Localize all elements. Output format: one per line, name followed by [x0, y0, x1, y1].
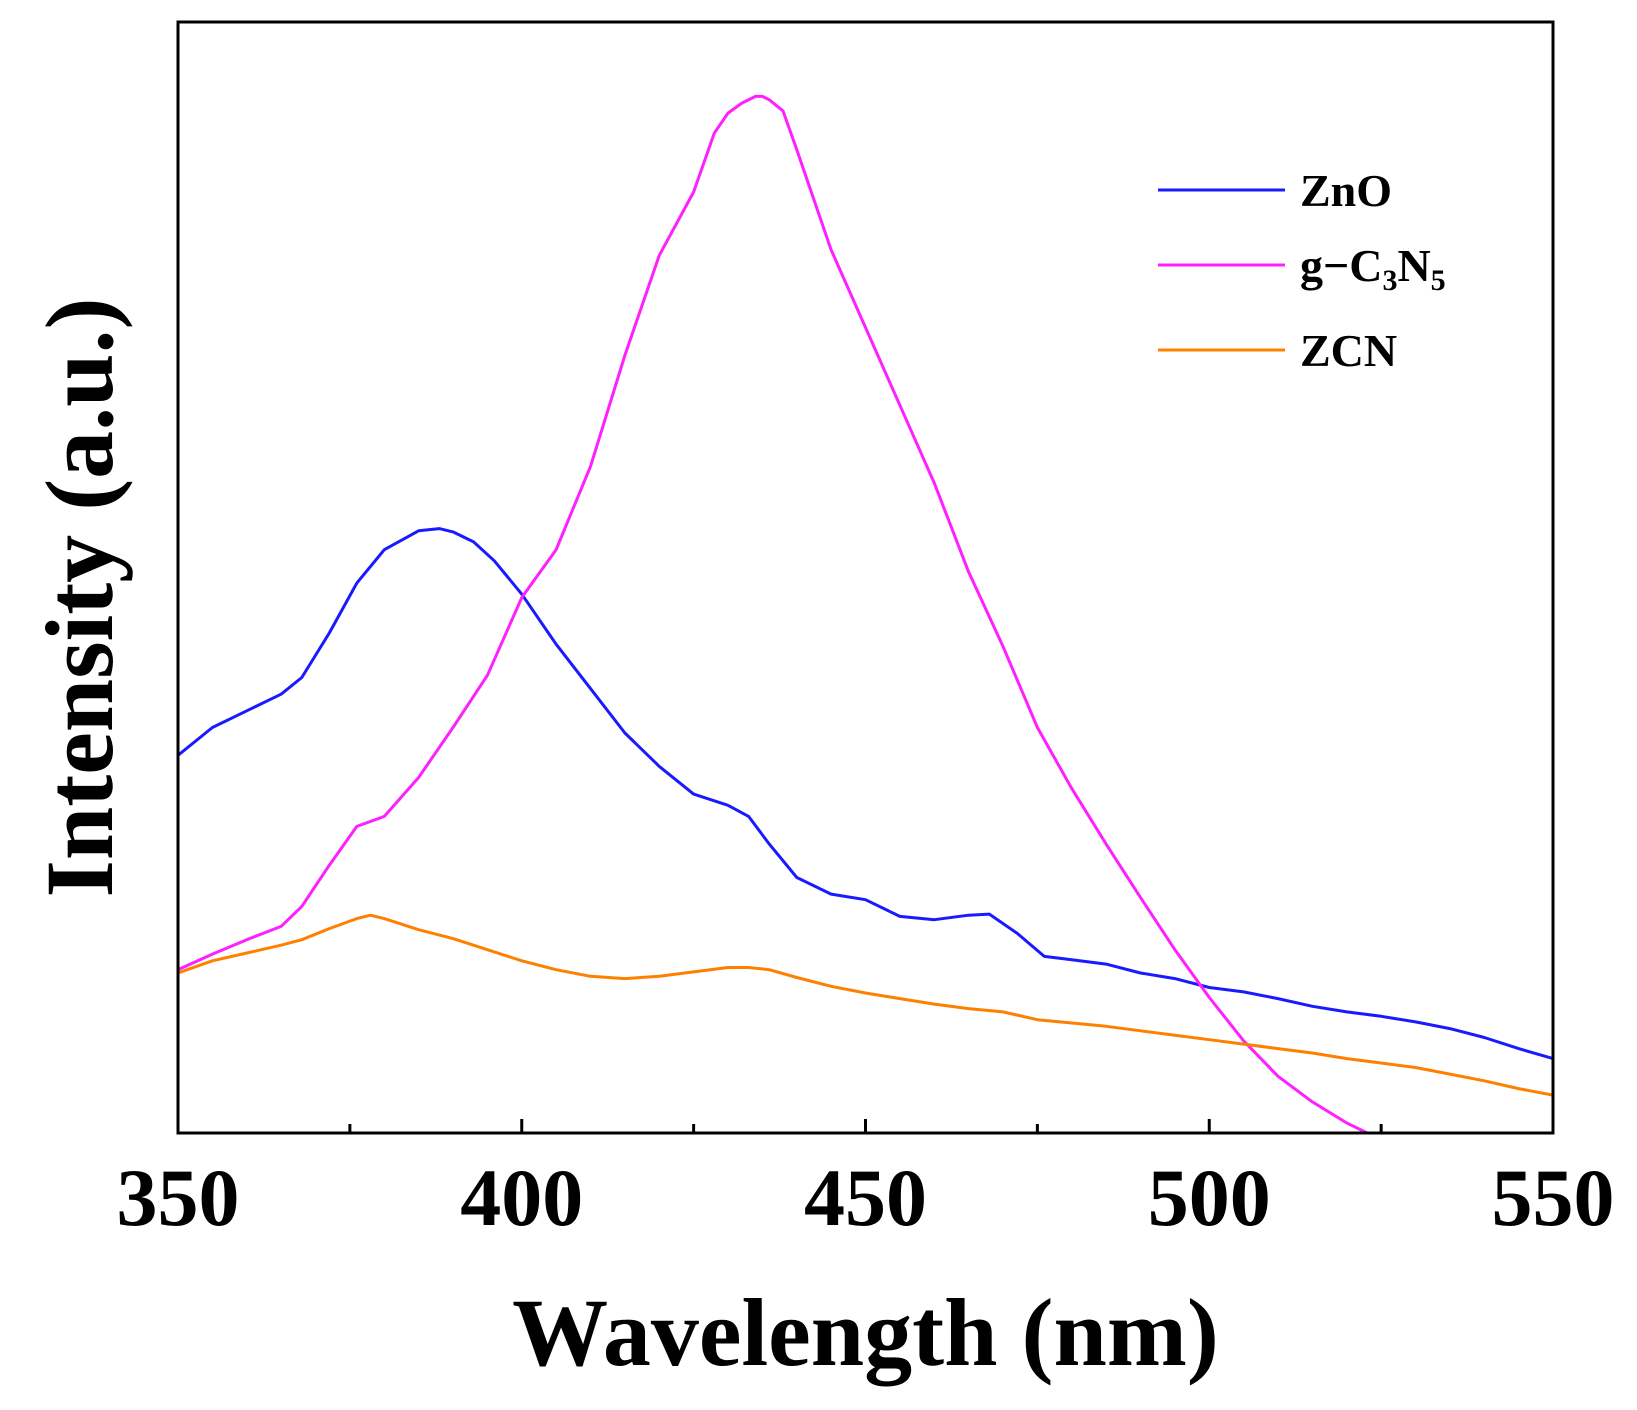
x-tick-label-400: 400 [460, 1152, 583, 1243]
x-axis-tick-labels: 350 400 450 500 550 [117, 1152, 1615, 1243]
series-line-zcn [178, 913, 1553, 1097]
legend-label-g-c3n5: g−C3N5 [1300, 240, 1446, 297]
legend: ZnO g−C3N5 ZCN [1158, 165, 1446, 376]
legend-label-zcn: ZCN [1300, 325, 1397, 376]
x-tick-label-450: 450 [804, 1152, 927, 1243]
y-axis-title: Intensity (a.u.) [26, 297, 133, 897]
series-layer [178, 94, 1553, 1133]
x-axis-title: Wavelength (nm) [512, 1279, 1219, 1386]
x-tick-label-350: 350 [117, 1152, 240, 1243]
x-tick-label-500: 500 [1148, 1152, 1271, 1243]
legend-label-zno: ZnO [1300, 165, 1392, 216]
series-line-zno [178, 527, 1553, 1061]
series-line-g-c3n5 [178, 94, 1371, 1133]
x-axis-ticks [176, 1119, 1555, 1133]
x-tick-label-550: 550 [1492, 1152, 1615, 1243]
